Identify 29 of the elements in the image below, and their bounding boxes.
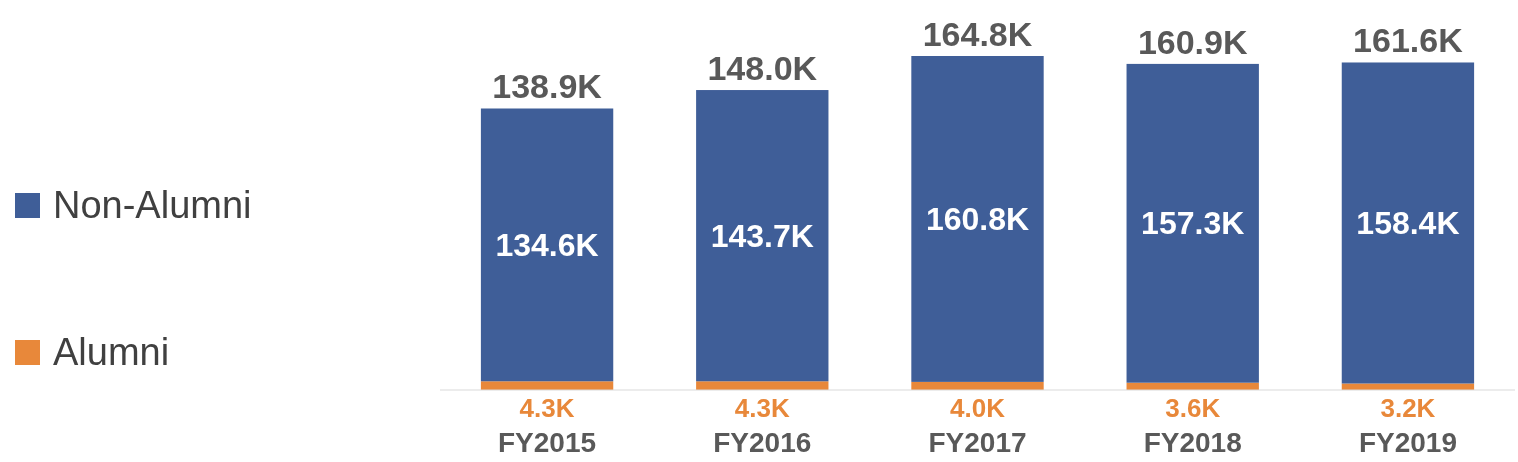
data-label: 4.3K: [519, 393, 575, 423]
data-label: 158.4K: [1356, 205, 1460, 241]
x-tick-label: FY2018: [1143, 427, 1242, 458]
bar: [696, 90, 829, 382]
bar: [696, 381, 829, 390]
total-label: 161.6K: [1353, 21, 1464, 60]
x-tick-label: FY2016: [713, 427, 812, 458]
total-label: 164.8K: [922, 15, 1033, 53]
x-tick-label: FY2015: [498, 427, 597, 458]
data-label: 3.2K: [1380, 393, 1436, 423]
bar: [911, 56, 1044, 382]
data-label: 160.8K: [925, 200, 1030, 237]
data-label: 3.6K: [1165, 393, 1221, 423]
bar: [1126, 63, 1259, 383]
bar: [480, 381, 614, 390]
x-tick-label: FY2017: [928, 427, 1027, 458]
bar: [1341, 62, 1475, 384]
data-label: 4.3K: [734, 393, 790, 423]
data-label: 143.7K: [710, 217, 814, 254]
bar: [480, 108, 614, 382]
data-label: 134.6K: [495, 226, 599, 263]
x-tick-label: FY2019: [1358, 427, 1457, 458]
total-label: 160.9K: [1137, 22, 1248, 61]
data-label: 4.0K: [950, 393, 1006, 423]
legend-label: Alumni: [53, 331, 170, 373]
total-label: 148.0K: [707, 49, 818, 88]
data-label: 157.3K: [1141, 205, 1245, 242]
legend-label: Non-Alumni: [53, 184, 252, 226]
total-label: 138.9K: [492, 67, 603, 106]
